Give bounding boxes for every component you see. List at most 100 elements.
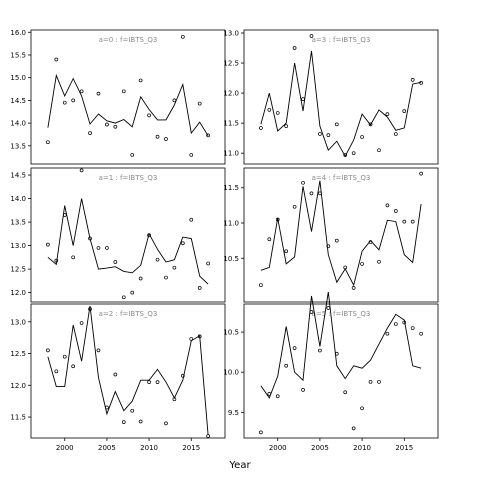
observation-point [155, 134, 160, 139]
observation-point [351, 151, 356, 156]
x-tick-label: 2015 [182, 444, 200, 452]
y-tick-label: 12.5 [10, 266, 26, 274]
observation-point [309, 34, 314, 38]
panel-frame [243, 303, 439, 439]
y-tick-label: 14.5 [10, 97, 26, 105]
observation-point [284, 124, 289, 128]
y-tick-label: 11.5 [10, 414, 26, 422]
panel-2: a=1 : f=IBTS_Q3 12.0 12.5 13.0 13.5 14.0 14.5 [10, 167, 226, 303]
observation-point [318, 348, 322, 353]
y-tick-label: 13.0 [10, 318, 26, 326]
panel-frame [30, 303, 226, 439]
observation-point [351, 286, 356, 290]
y-tick-label: 15.0 [10, 74, 26, 82]
observation-point [96, 348, 101, 353]
observation-point [121, 295, 126, 300]
panel-title: a=3 : f=IBTS_Q3 [312, 36, 371, 44]
y-tick-label: 10.5 [223, 255, 239, 263]
observation-point [419, 331, 423, 336]
observation-point [326, 133, 331, 138]
x-tick-label: 2005 [98, 444, 116, 452]
y-tick-label: 10.0 [223, 369, 239, 377]
observation-point [147, 380, 151, 384]
panel-3: a=4 : f=IBTS_Q3 10.5 11.0 11.5 [223, 167, 439, 303]
observation-point [189, 337, 194, 341]
observation-point [284, 363, 289, 368]
observation-point [71, 364, 76, 369]
observation-point [419, 171, 423, 176]
observation-point [275, 111, 280, 115]
panel-title: a=1 : f=IBTS_Q3 [99, 174, 158, 182]
observation-point [130, 153, 135, 157]
observation-point [180, 373, 185, 378]
observation-point [164, 421, 168, 426]
observation-point [301, 97, 305, 101]
observation-point [147, 113, 151, 118]
observation-point [410, 219, 415, 224]
y-tick-label: 14.0 [10, 195, 26, 203]
observation-point [54, 369, 59, 374]
observation-point [180, 34, 185, 39]
observation-point [275, 217, 280, 222]
observation-point [79, 168, 84, 173]
observation-point [343, 153, 348, 157]
observation-point [318, 191, 322, 196]
observation-point [88, 131, 92, 135]
observation-point [377, 379, 381, 384]
observation-point [105, 405, 109, 410]
observation-point [46, 140, 50, 145]
x-tick-label: 2010 [140, 444, 158, 452]
observation-point [96, 91, 101, 96]
y-tick-label: 13.5 [10, 142, 26, 150]
observation-point [79, 321, 84, 325]
panel-0: a=0 : f=IBTS_Q3 13.5 14.0 14.5 15.0 15.5 16.0 [10, 29, 226, 165]
observation-point [292, 346, 297, 350]
panel-title: a=2 : f=IBTS_Q3 [99, 310, 158, 318]
observation-point [172, 265, 177, 270]
x-tick-label: 2000 [269, 444, 287, 452]
y-tick-label: 12.0 [10, 289, 26, 297]
observation-point [334, 238, 339, 243]
observation-point [309, 191, 314, 196]
observation-point [79, 89, 84, 94]
observation-point [71, 98, 76, 103]
observation-point [197, 334, 202, 339]
observation-point [334, 122, 339, 127]
y-tick-label: 13.0 [10, 242, 26, 250]
observation-point [267, 392, 272, 396]
observation-point [206, 434, 210, 438]
fitted-line [47, 305, 209, 435]
observation-point [88, 236, 92, 241]
panel-frame [30, 29, 226, 165]
observation-point [368, 240, 373, 244]
panel-4: a=2 : f=IBTS_Q3 11.5 12.0 12.5 13.0 2000 2005 2… [10, 303, 226, 452]
fitted-line [47, 73, 209, 137]
observation-point [334, 351, 339, 356]
observation-point [385, 203, 390, 208]
y-tick-label: 13.5 [10, 219, 26, 227]
observation-point [259, 283, 263, 287]
x-tick-label: 2000 [56, 444, 74, 452]
observation-point [368, 122, 373, 127]
observation-point [393, 132, 398, 136]
fitted-line [260, 291, 422, 399]
observation-point [301, 388, 305, 392]
panel-1: a=3 : f=IBTS_Q3 11.0 11.5 12.0 12.5 13.0 [223, 29, 439, 165]
observation-point [62, 213, 67, 217]
observation-point [130, 290, 135, 295]
observation-point [206, 261, 210, 266]
observation-point [393, 209, 398, 213]
y-tick-label: 16.0 [10, 29, 26, 37]
observation-point [284, 249, 289, 254]
observation-point [105, 122, 109, 127]
observation-point [419, 81, 423, 85]
panel-frame [243, 29, 439, 165]
observation-point [377, 259, 381, 264]
observation-point [292, 46, 297, 50]
observation-point [46, 348, 50, 353]
observation-point [318, 132, 322, 136]
observation-point [113, 260, 118, 264]
panel-frame [243, 167, 439, 303]
y-tick-label: 11.5 [223, 120, 239, 128]
